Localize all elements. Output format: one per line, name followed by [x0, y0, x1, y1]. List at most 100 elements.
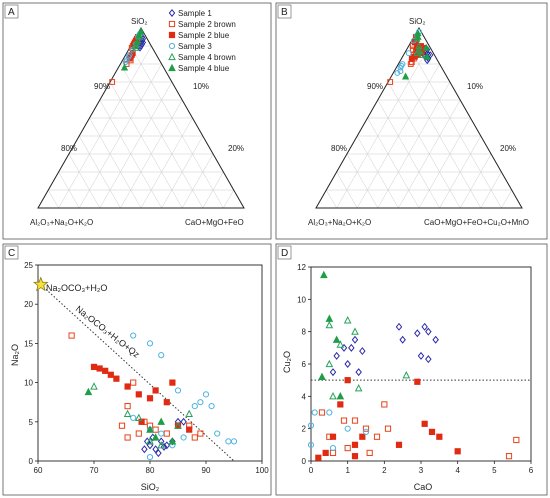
panelD-point-sample-2-brown-12	[366, 449, 373, 457]
panelC-point-sample-2-blue-10	[169, 379, 176, 386]
panelA-point-sample-4-brown-3	[132, 43, 140, 51]
panelD-point-sample-2-blue-12	[454, 448, 461, 455]
panelA-grid-line-left-70	[68, 153, 101, 209]
panelC-point-sample-4-brown-6	[185, 409, 194, 418]
panelC-point-sample-3-2	[158, 352, 165, 359]
panel-c-star-marker	[33, 276, 49, 292]
panelC-point-sample-1-6	[155, 449, 162, 458]
panelB-point-sample-4-brown-4	[415, 45, 423, 53]
panel-a-vertex-right: CaO+MgO+FeO	[185, 218, 244, 227]
panelC-xtick-label-80: 80	[146, 466, 155, 475]
panelC-point-sample-2-brown-9	[124, 403, 131, 410]
panelC-point-sample-2-blue-8	[152, 387, 159, 394]
panelD-ytick-label-0: 0	[302, 457, 307, 466]
panelD-point-sample-4-brown-4	[336, 340, 345, 348]
panel-b-grid-label-right-10: 10%	[467, 82, 483, 91]
panelD-point-sample-4-blue-2	[318, 372, 326, 381]
panelD-point-sample-2-blue-13	[351, 453, 359, 460]
panelD-xtick-label-0: 0	[309, 466, 314, 475]
panelC-point-sample-2-brown-0	[68, 332, 75, 339]
panelB-point-sample-2-brown-5	[407, 61, 414, 67]
panelB-triangle-outline	[315, 26, 523, 209]
panelD-point-sample-2-brown-10	[513, 436, 520, 444]
panelD-ytick-label-8: 8	[302, 328, 307, 337]
panelC-point-sample-2-blue-5	[124, 383, 131, 390]
panelD-xtick-label-6: 6	[529, 466, 534, 475]
panelC-point-sample-2-blue-2	[102, 367, 109, 374]
panelD-point-sample-2-blue-7	[395, 441, 403, 448]
panel-c-letter: C	[8, 248, 15, 259]
panelC-xtick-label-70: 70	[90, 466, 99, 475]
panelC-point-sample-1-10	[180, 417, 187, 426]
panelD-point-sample-1-0	[333, 351, 340, 360]
panelD-point-sample-4-blue-1	[325, 314, 334, 322]
panelC-ytick-label-10: 10	[24, 379, 33, 388]
legend-marker-sample-4-blue	[168, 63, 176, 72]
panelC-point-sample-2-blue-11	[186, 426, 193, 433]
panelB-grid-line-left-50	[367, 117, 420, 209]
panelB-point-sample-4-blue-2	[422, 43, 430, 51]
panel-b-grid-label-left-80: 80%	[331, 144, 347, 153]
panelD-point-sample-2-blue-11	[436, 433, 443, 440]
panel-c-letter-box	[4, 245, 19, 260]
panel-d-frame	[275, 243, 548, 496]
panelC-point-sample-2-blue-4	[113, 375, 120, 382]
panelD-point-sample-2-brown-5	[344, 444, 351, 452]
panelD-ytick-label-6: 6	[302, 360, 307, 369]
panel-b-vertex-left: Al₂O₃+Na₂O+K₂O	[308, 218, 371, 227]
panelC-point-sample-4-blue-2	[151, 433, 160, 441]
panelC-point-sample-1-1	[152, 445, 159, 454]
panelC-point-sample-4-brown-4	[157, 441, 166, 449]
panelA-point-sample-4-blue-3	[120, 63, 129, 71]
panelD-point-sample-3-1	[311, 409, 318, 416]
panelD-point-sample-2-blue-4	[344, 377, 351, 384]
panel-b-ternary: SiO₂ Al₂O₃+Na₂O+K₂O CaO+MgO+FeO+Cu₂O+MnO…	[308, 17, 529, 227]
panelD-point-sample-2-brown-8	[381, 401, 388, 408]
panelB-point-sample-1-6	[427, 51, 434, 59]
panelD-point-sample-2-brown-4	[351, 417, 359, 424]
panelA-grid-line-left-50	[89, 117, 142, 209]
panelD-point-sample-2-blue-8	[414, 378, 421, 385]
panelA-point-sample-4-blue-1	[135, 31, 143, 39]
panelC-point-sample-2-blue-7	[146, 395, 154, 402]
panelC-point-sample-4-blue-1	[146, 425, 154, 433]
panelA-grid-line-left-80	[58, 171, 80, 209]
panelC-point-sample-2-blue-0	[90, 363, 98, 371]
legend-label-sample-3: Sample 3	[178, 42, 212, 51]
panelC-point-sample-3-7	[202, 391, 210, 398]
panelC-point-sample-1-3	[141, 445, 148, 454]
panelC-point-sample-4-blue-3	[157, 417, 166, 425]
panelA-point-sample-2-brown-8	[109, 79, 116, 85]
panelA-triangle-outline	[37, 26, 245, 209]
panelC-point-sample-3-8	[214, 430, 221, 437]
panelD-point-sample-1-14	[395, 322, 403, 331]
panelB-grid-line-right-50	[418, 117, 471, 209]
panel-b-frame	[275, 2, 548, 240]
panelD-point-sample-4-brown-6	[402, 371, 411, 379]
panelD-point-sample-2-blue-6	[359, 433, 366, 440]
panelD-point-sample-4-brown-3	[329, 392, 337, 400]
panelA-grid-line-left-90	[48, 189, 59, 209]
panelD-ytick-label-2: 2	[302, 425, 307, 434]
panelD-point-sample-1-8	[399, 335, 406, 344]
panelD-point-sample-2-blue-5	[351, 441, 359, 448]
legend-marker-sample-4-brown	[168, 52, 176, 61]
panel-b-vertex-right: CaO+MgO+FeO+Cu₂O+MnO	[424, 218, 529, 227]
panelC-point-sample-2-brown-1	[124, 434, 131, 441]
panelB-point-sample-4-blue-4	[401, 72, 410, 80]
panel-b-letter-box	[277, 4, 292, 19]
panelD-point-sample-2-blue-10	[428, 428, 436, 435]
panelC-point-sample-3-3	[174, 387, 182, 394]
panelB-grid-line-left-30	[387, 81, 461, 209]
panelA-grid-line-left-20	[120, 63, 204, 209]
panelD-point-sample-1-7	[355, 368, 362, 377]
panelD-xtick-label-4: 4	[455, 466, 460, 475]
panelB-grid-line-left-10	[408, 45, 502, 209]
panel-d-xlabel: CaO	[414, 482, 433, 492]
panelD-point-sample-2-blue-9	[421, 420, 428, 427]
panelC-ytick-label-25: 25	[24, 261, 33, 270]
panelD-xtick-label-3: 3	[419, 466, 424, 475]
legend-label-sample-4-brown: Sample 4 brown	[178, 53, 236, 62]
panelB-grid-line-left-40	[377, 99, 440, 209]
panelC-xtick-label-100: 100	[255, 466, 269, 475]
